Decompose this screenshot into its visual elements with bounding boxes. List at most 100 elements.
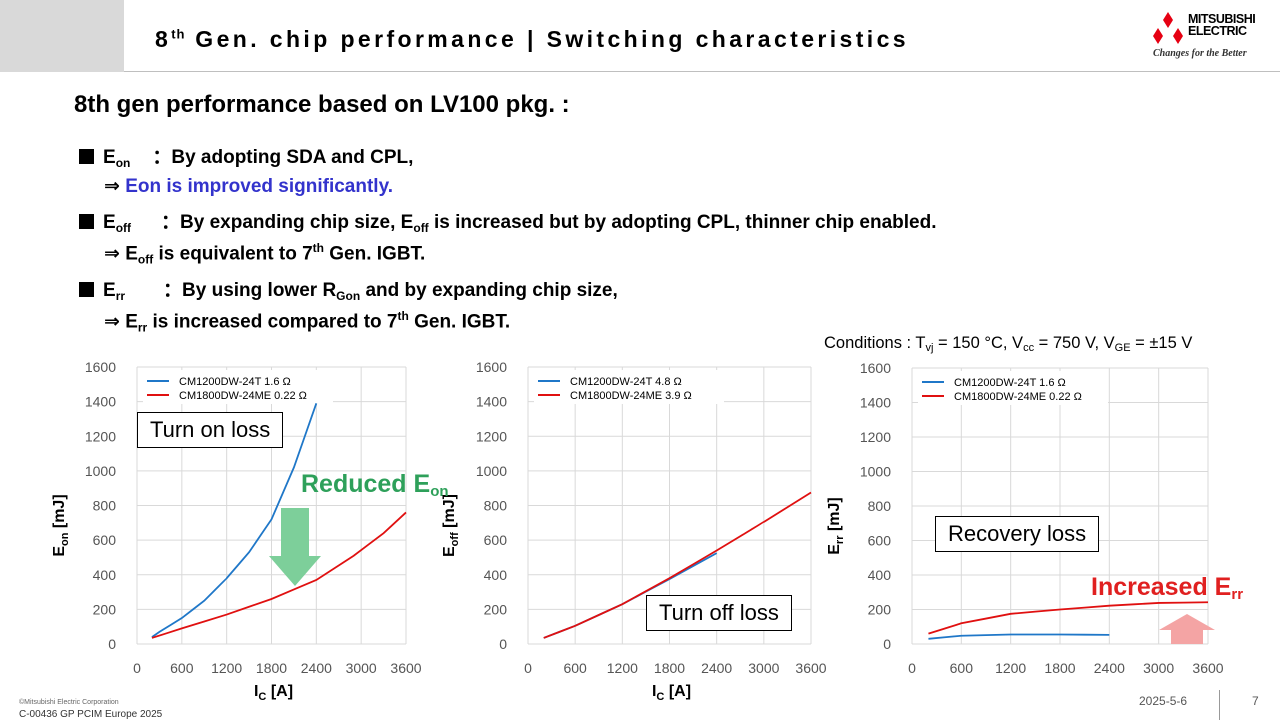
turn-off-loss-label: Turn off loss xyxy=(646,595,792,631)
x-tick-label: 1800 xyxy=(654,660,685,676)
bullet-eon-result: ⇒ Eon is improved significantly. xyxy=(104,176,394,197)
three-diamonds-icon xyxy=(1153,12,1183,44)
legend-label: CM1800DW-24ME 0.22 Ω xyxy=(179,390,307,402)
legend-label: CM1800DW-24ME 0.22 Ω xyxy=(954,391,1082,403)
y-tick-label: 1200 xyxy=(476,428,507,444)
logo-text-line2: ELECTRIC xyxy=(1188,24,1247,38)
chart-err: 0 600 1200 1800 2400 3000 3600 0 200 400 600 800 100… xyxy=(815,350,1235,710)
bullet-err-result: ⇒ Err is increased compared to 7th Gen. … xyxy=(104,309,511,335)
test-conditions: Conditions : Tvj = 150 °C, Vcc = 750 V, … xyxy=(824,334,1193,354)
bullet-eoff-result: ⇒ Eoff is equivalent to 7th Gen. IGBT. xyxy=(104,241,426,267)
x-axis-title: IC [A] xyxy=(652,683,691,703)
logo-text-line1: MITSUBISHI xyxy=(1188,12,1256,26)
chart-eoff: 0 600 1200 1800 2400 3000 3600 0 200 400 600 800 100… xyxy=(430,350,850,710)
section-heading: 8th gen performance based on LV100 pkg. … xyxy=(74,91,570,118)
x-tick-label: 600 xyxy=(950,660,974,676)
y-tick-label: 600 xyxy=(93,532,117,548)
series-line xyxy=(928,633,1110,640)
recovery-loss-label: Recovery loss xyxy=(935,516,1100,552)
x-tick-label: 0 xyxy=(524,660,532,676)
header-grey-block xyxy=(0,0,124,72)
series-line xyxy=(151,403,318,638)
y-tick-label: 200 xyxy=(868,602,892,618)
y-tick-label: 1600 xyxy=(476,359,507,375)
increased-err-annotation: Increased Err xyxy=(1091,573,1244,603)
turn-on-loss-label: Turn on loss xyxy=(137,412,284,448)
y-tick-label: 800 xyxy=(484,498,508,514)
legend-box xyxy=(534,370,724,404)
y-tick-label: 400 xyxy=(868,567,892,583)
slide-title: 8th Gen. chip performance | Switching ch… xyxy=(155,26,909,52)
y-tick-label: 400 xyxy=(93,567,117,583)
y-tick-label: 1000 xyxy=(85,463,116,479)
legend-box xyxy=(918,371,1108,405)
y-tick-label: 200 xyxy=(93,601,117,617)
x-tick-label: 3600 xyxy=(390,660,421,676)
y-tick-label: 1400 xyxy=(476,394,507,410)
x-tick-label: 3000 xyxy=(1143,660,1174,676)
y-tick-label: 1200 xyxy=(85,428,116,444)
x-tick-label: 1200 xyxy=(607,660,638,676)
chart-eon-svg: 0 600 1200 1800 2400 3000 3600 0 200 400 600 800 100… xyxy=(51,359,422,703)
x-tick-label: 2400 xyxy=(1094,660,1125,676)
y-tick-label: 600 xyxy=(868,533,892,549)
square-bullet-icon xyxy=(79,149,94,164)
y-tick-label: 1200 xyxy=(860,429,891,445)
x-tick-label: 1800 xyxy=(1044,660,1075,676)
page-number: 7 xyxy=(1252,694,1259,708)
y-tick-label: 1400 xyxy=(85,394,116,410)
footer-document-code: C-00436 GP PCIM Europe 2025 xyxy=(19,709,163,720)
footer-separator xyxy=(1219,690,1220,720)
y-tick-label: 1600 xyxy=(860,360,891,376)
chart-eoff-svg: 0 600 1200 1800 2400 3000 3600 0 200 400 600 800 100… xyxy=(441,359,827,703)
x-tick-label: 3000 xyxy=(748,660,779,676)
x-tick-label: 3600 xyxy=(795,660,826,676)
y-tick-label: 1000 xyxy=(476,463,507,479)
square-bullet-icon xyxy=(79,214,94,229)
series-line xyxy=(928,601,1209,635)
y-tick-label: 1600 xyxy=(85,359,116,375)
legend-label: CM1200DW-24T 4.8 Ω xyxy=(570,376,682,388)
legend-box xyxy=(143,370,333,404)
y-tick-label: 0 xyxy=(883,636,891,652)
x-tick-label: 600 xyxy=(170,660,194,676)
y-tick-label: 0 xyxy=(499,636,507,652)
company-logo: MITSUBISHI ELECTRIC Changes for the Bett… xyxy=(1150,12,1270,62)
square-bullet-icon xyxy=(79,282,94,297)
footer-date: 2025-5-6 xyxy=(1139,694,1188,708)
y-tick-label: 800 xyxy=(868,498,892,514)
legend-label: CM1200DW-24T 1.6 Ω xyxy=(954,377,1066,389)
x-axis-title: IC [A] xyxy=(254,683,293,703)
y-tick-label: 0 xyxy=(108,636,116,652)
header-divider xyxy=(124,71,1280,72)
bullet-eoff: Eoff ：By expanding chip size, Eoff is inc… xyxy=(79,207,936,235)
footer-copyright: ©Mitsubishi Electric Corporation xyxy=(19,699,119,706)
series-line xyxy=(151,511,407,639)
y-tick-label: 200 xyxy=(484,601,508,617)
bullet-eon: Eon ：By adopting SDA and CPL, xyxy=(79,142,413,170)
logo-tagline: Changes for the Better xyxy=(1153,48,1247,59)
chart-err-svg: 0 600 1200 1800 2400 3000 3600 0 200 400 600 800 100… xyxy=(826,360,1224,676)
x-tick-label: 1200 xyxy=(211,660,242,676)
chart-eon: 0 600 1200 1800 2400 3000 3600 0 200 400 600 800 100… xyxy=(40,350,460,710)
x-tick-label: 1800 xyxy=(256,660,287,676)
reduced-eon-annotation: Reduced Eon xyxy=(301,470,449,500)
x-tick-label: 600 xyxy=(563,660,587,676)
x-tick-label: 1200 xyxy=(995,660,1026,676)
x-tick-label: 0 xyxy=(133,660,141,676)
y-tick-label: 800 xyxy=(93,498,117,514)
y-tick-label: 400 xyxy=(484,567,508,583)
series-line xyxy=(543,491,812,639)
x-tick-label: 2400 xyxy=(701,660,732,676)
y-tick-label: 600 xyxy=(484,532,508,548)
y-tick-label: 1000 xyxy=(860,464,891,480)
bullet-err: Err ：By using lower RGon and by expanding… xyxy=(79,275,618,303)
y-axis-title: Eon [mJ] xyxy=(51,494,71,556)
x-tick-label: 0 xyxy=(908,660,916,676)
up-arrow-icon xyxy=(1159,614,1215,644)
legend-label: CM1800DW-24ME 3.9 Ω xyxy=(570,390,692,402)
y-tick-label: 1400 xyxy=(860,395,891,411)
x-tick-label: 2400 xyxy=(301,660,332,676)
down-arrow-icon xyxy=(269,508,321,586)
x-tick-label: 3600 xyxy=(1192,660,1223,676)
